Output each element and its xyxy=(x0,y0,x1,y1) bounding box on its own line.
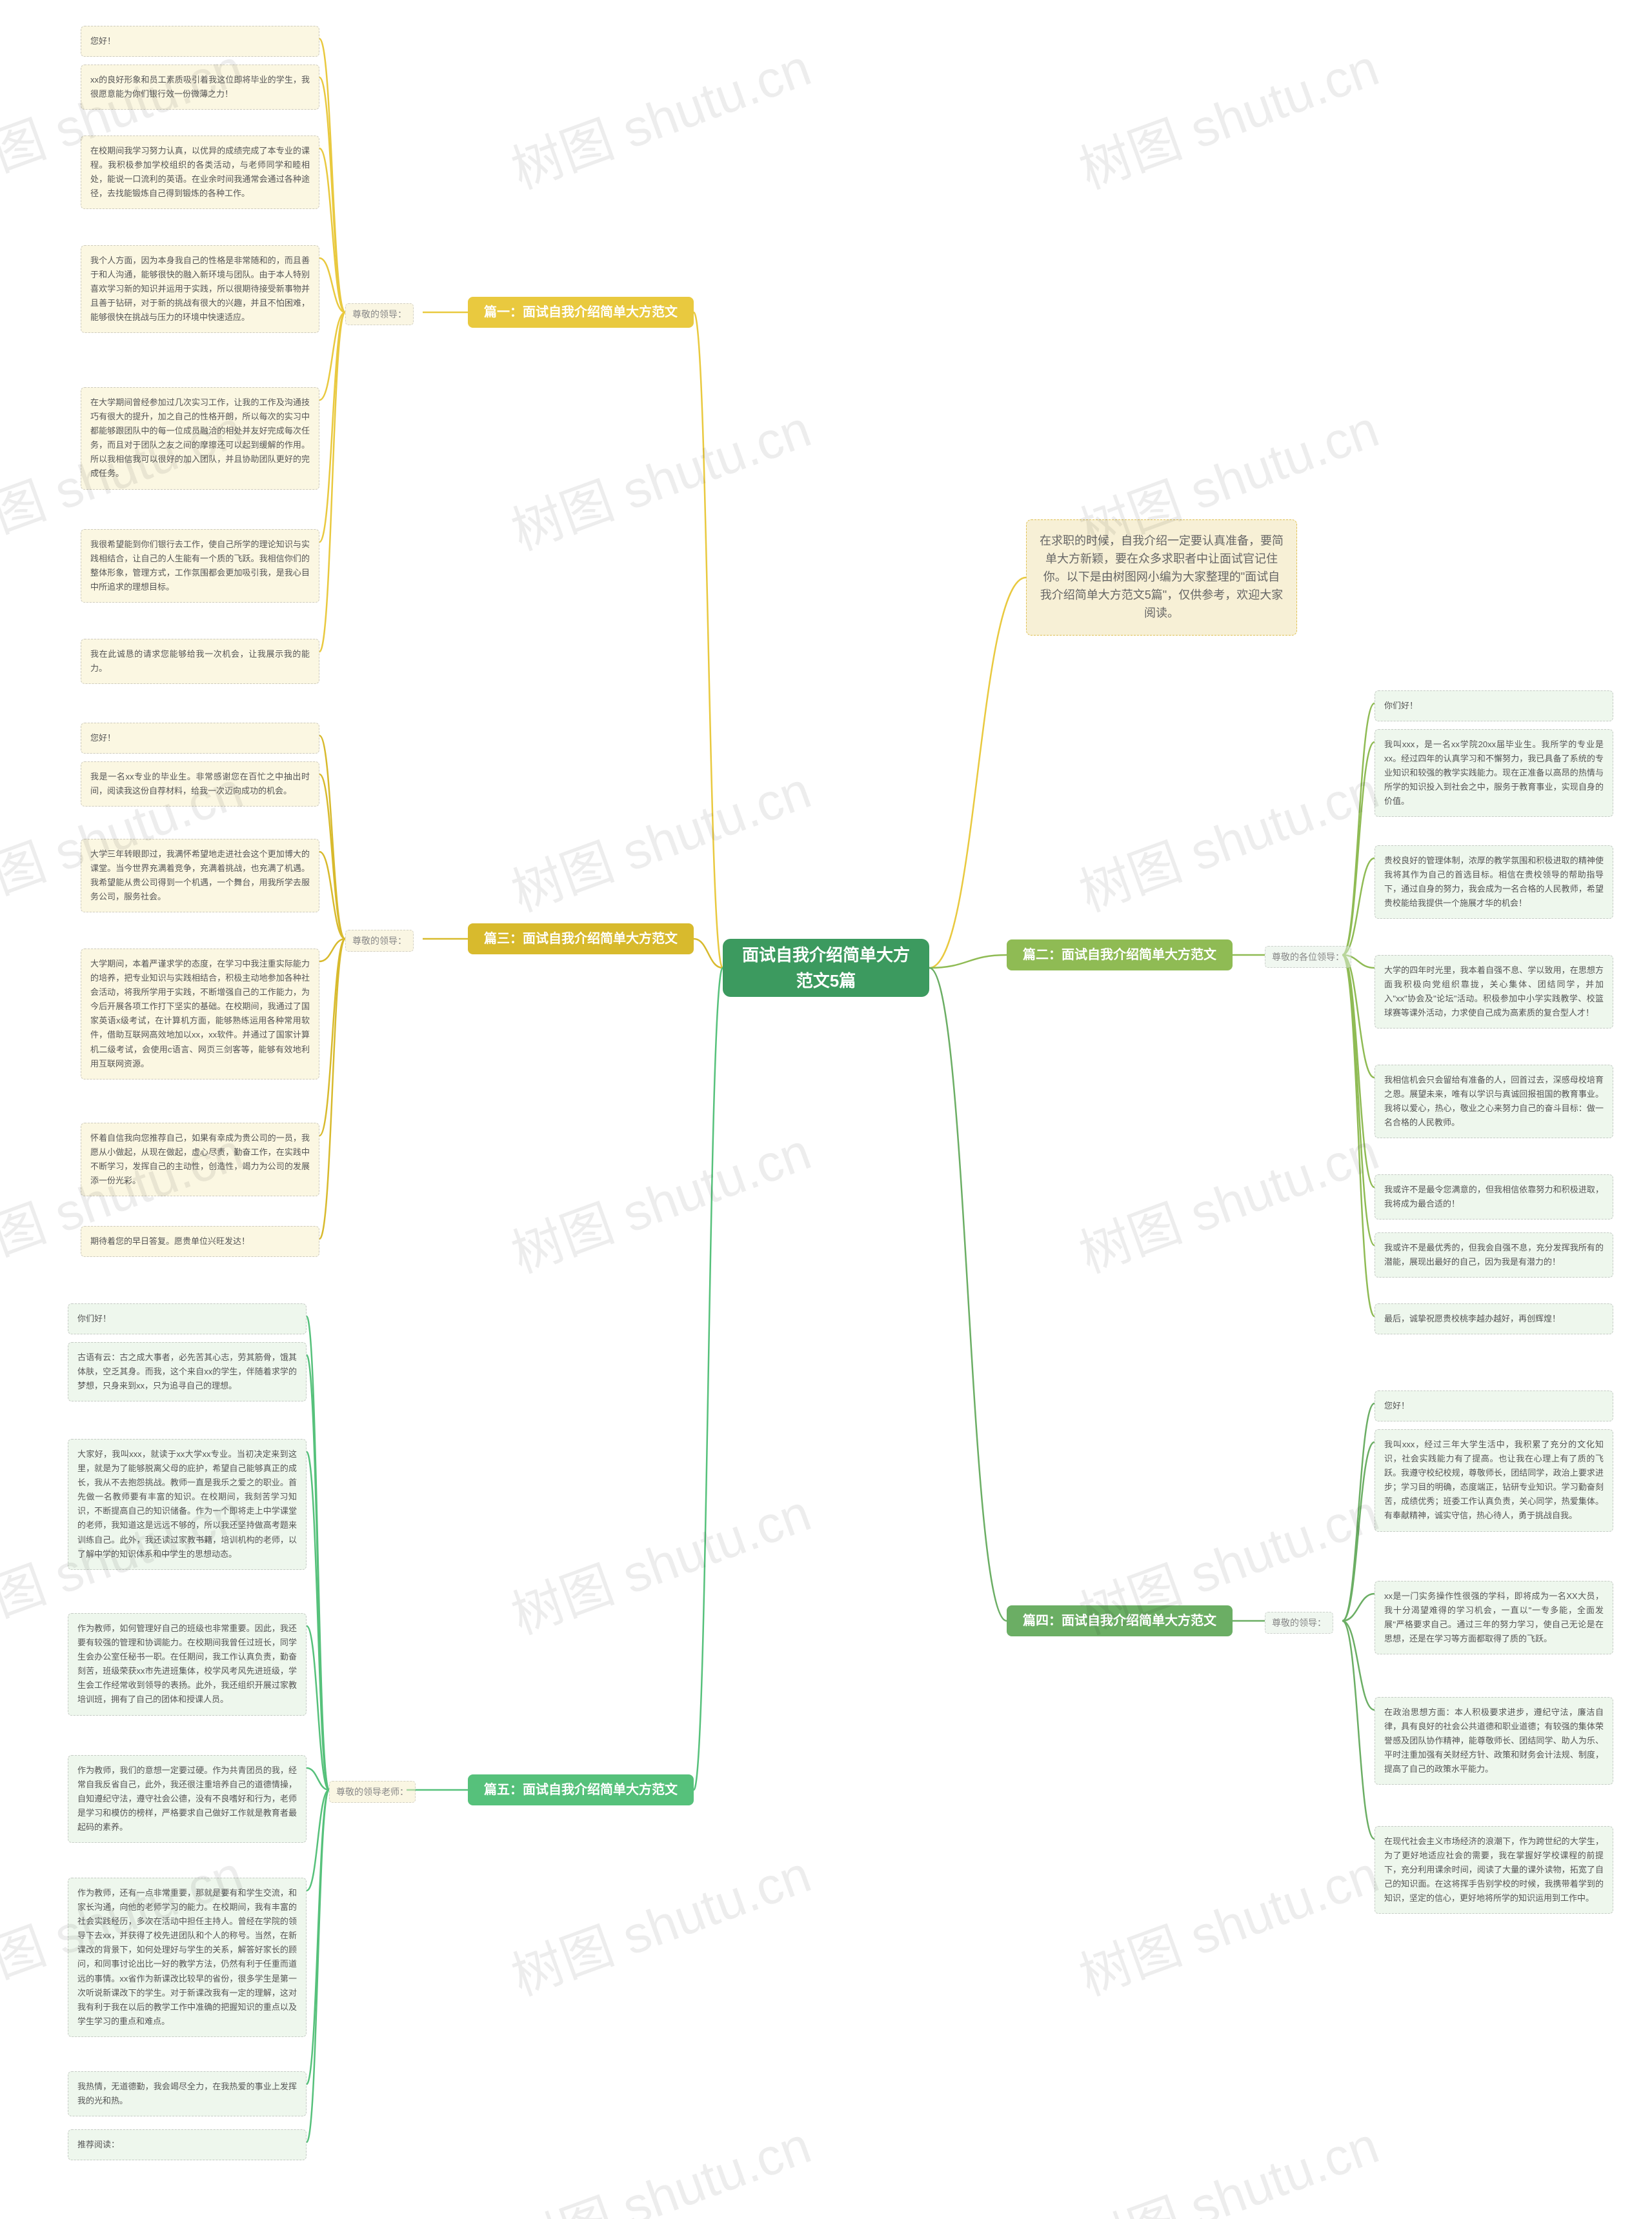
leaf-b2-6: 我或许不是最优秀的，但我会自强不息，充分发挥我所有的潜能，展现出最好的自己，因为… xyxy=(1375,1232,1613,1278)
leaf-b1-1: xx的良好形象和员工素质吸引着我这位即将毕业的学生，我很愿意能为你们银行效一份微… xyxy=(81,65,319,110)
branch-node-b5[interactable]: 篇五：面试自我介绍简单大方范文 xyxy=(468,1774,694,1805)
watermark: 树图 shutu.cn xyxy=(1068,2104,1387,2219)
leaf-b1-0: 您好！ xyxy=(81,26,319,57)
leaf-b5-7: 推荐阅读： xyxy=(68,2129,307,2160)
leaf-b5-2: 大家好，我叫xxx，就读于xx大学xx专业。当初决定来到这里，就是为了能够脱离父… xyxy=(68,1439,307,1570)
leaf-b2-1: 我叫xxx，是一名xx学院20xx届毕业生。我所学的专业是xx。经过四年的认真学… xyxy=(1375,729,1613,817)
leaf-b5-3: 作为教师，如何管理好自己的班级也非常重要。因此，我还要有较强的管理和协调能力。在… xyxy=(68,1613,307,1716)
leaf-b4-0: 您好！ xyxy=(1375,1391,1613,1421)
watermark: 树图 shutu.cn xyxy=(500,1833,820,2011)
watermark: 树图 shutu.cn xyxy=(500,1472,820,1649)
leaf-b4-1: 我叫xxx，经过三年大学生活中，我积累了充分的文化知识，社会实践能力有了提高。也… xyxy=(1375,1429,1613,1532)
intro-node: 在求职的时候，自我介绍一定要认真准备，要简单大方新颖，要在众多求职者中让面试官记… xyxy=(1026,519,1297,636)
sublabel-b4: 尊敬的领导： xyxy=(1265,1612,1333,1634)
leaf-b2-4: 我相信机会只会留给有准备的人，回首过去，深感母校培育之恩。展望未来，唯有以学识与… xyxy=(1375,1065,1613,1138)
leaf-b3-0: 您好！ xyxy=(81,723,319,754)
branch-node-b4[interactable]: 篇四：面试自我介绍简单大方范文 xyxy=(1007,1605,1233,1636)
leaf-b2-5: 我或许不是最令您满意的，但我相信依靠努力和积极进取，我将成为最合适的！ xyxy=(1375,1174,1613,1220)
watermark: 树图 shutu.cn xyxy=(500,388,820,565)
leaf-b3-2: 大学三年转眼即过，我满怀希望地走进社会这个更加博大的课堂。当今世界充满着竞争，充… xyxy=(81,839,319,912)
sublabel-b2: 尊敬的各位领导： xyxy=(1265,946,1351,968)
leaf-b1-4: 在大学期间曾经参加过几次实习工作，让我的工作及沟通技巧有很大的提升，加之自己的性… xyxy=(81,387,319,490)
leaf-b3-3: 大学期间，本着严谨求学的态度，在学习中我注重实际能力的培养，把专业知识与实践相结… xyxy=(81,949,319,1079)
leaf-b5-5: 作为教师，还有一点非常重要，那就是要有和学生交流，和家长沟通，向他的老师学习的能… xyxy=(68,1878,307,2037)
leaf-b1-6: 我在此诚恳的请求您能够给我一次机会，让我展示我的能力。 xyxy=(81,639,319,684)
sublabel-b3: 尊敬的领导： xyxy=(345,930,414,952)
watermark: 树图 shutu.cn xyxy=(500,2104,820,2219)
center-node: 面试自我介绍简单大方范文5篇 xyxy=(723,939,929,997)
leaf-b2-2: 贵校良好的管理体制，浓厚的教学氛围和积极进取的精神使我将其作为自己的首选目标。相… xyxy=(1375,845,1613,919)
leaf-b2-3: 大学的四年时光里，我本着自强不息、学以致用，在思想方面我积极向党组织靠拢，关心集… xyxy=(1375,955,1613,1029)
leaf-b1-5: 我很希望能到你们银行去工作，使自己所学的理论知识与实践相结合，让自己的人生能有一… xyxy=(81,529,319,603)
leaf-b5-1: 古语有云：古之成大事者，必先苦其心志，劳其筋骨，饿其体肤，空乏其身。而我，这个来… xyxy=(68,1342,307,1401)
leaf-b5-4: 作为教师，我们的意想一定要过硬。作为共青团员的我，经常自我反省自己，此外，我还很… xyxy=(68,1755,307,1843)
leaf-b3-4: 怀着自信我向您推荐自己，如果有幸成为贵公司的一员，我愿从小做起，从现在做起，虚心… xyxy=(81,1123,319,1196)
leaf-b1-2: 在校期间我学习努力认真，以优异的成绩完成了本专业的课程。我积极参加学校组织的各类… xyxy=(81,136,319,209)
watermark: 树图 shutu.cn xyxy=(500,749,820,927)
watermark: 树图 shutu.cn xyxy=(1068,26,1387,204)
leaf-b2-7: 最后，诚挚祝愿贵校桃李越办越好，再创辉煌！ xyxy=(1375,1303,1613,1334)
sublabel-b1: 尊敬的领导： xyxy=(345,303,414,325)
leaf-b5-6: 我热情，无道德勤，我会竭尽全力，在我热爱的事业上发挥我的光和热。 xyxy=(68,2071,307,2116)
watermark: 树图 shutu.cn xyxy=(1068,1833,1387,2011)
leaf-b5-0: 你们好！ xyxy=(68,1303,307,1334)
branch-node-b2[interactable]: 篇二：面试自我介绍简单大方范文 xyxy=(1007,939,1233,970)
leaf-b2-0: 你们好！ xyxy=(1375,690,1613,721)
sublabel-b5: 尊敬的领导老师： xyxy=(329,1781,416,1803)
watermark: 树图 shutu.cn xyxy=(500,1110,820,1288)
watermark: 树图 shutu.cn xyxy=(1068,1110,1387,1288)
watermark: 树图 shutu.cn xyxy=(500,26,820,204)
leaf-b4-3: 在政治思想方面：本人积极要求进步，遵纪守法，廉洁自律，具有良好的社会公共道德和职… xyxy=(1375,1697,1613,1785)
leaf-b4-2: xx是一门实务操作性很强的学科，即将成为一名XX大员，我十分渴望难得的学习机会，… xyxy=(1375,1581,1613,1654)
leaf-b3-1: 我是一名xx专业的毕业生。非常感谢您在百忙之中抽出时间，阅读我这份自荐材料，给我… xyxy=(81,761,319,807)
leaf-b3-5: 期待着您的早日答复。愿贵单位兴旺发达！ xyxy=(81,1226,319,1257)
watermark: 树图 shutu.cn xyxy=(1068,749,1387,927)
leaf-b4-4: 在现代社会主义市场经济的浪潮下，作为跨世纪的大学生，为了更好地适应社会的需要，我… xyxy=(1375,1826,1613,1914)
leaf-b1-3: 我个人方面，因为本身我自己的性格是非常随和的，而且善于和人沟通，能够很快的融入新… xyxy=(81,245,319,333)
branch-node-b3[interactable]: 篇三：面试自我介绍简单大方范文 xyxy=(468,923,694,954)
branch-node-b1[interactable]: 篇一：面试自我介绍简单大方范文 xyxy=(468,297,694,328)
